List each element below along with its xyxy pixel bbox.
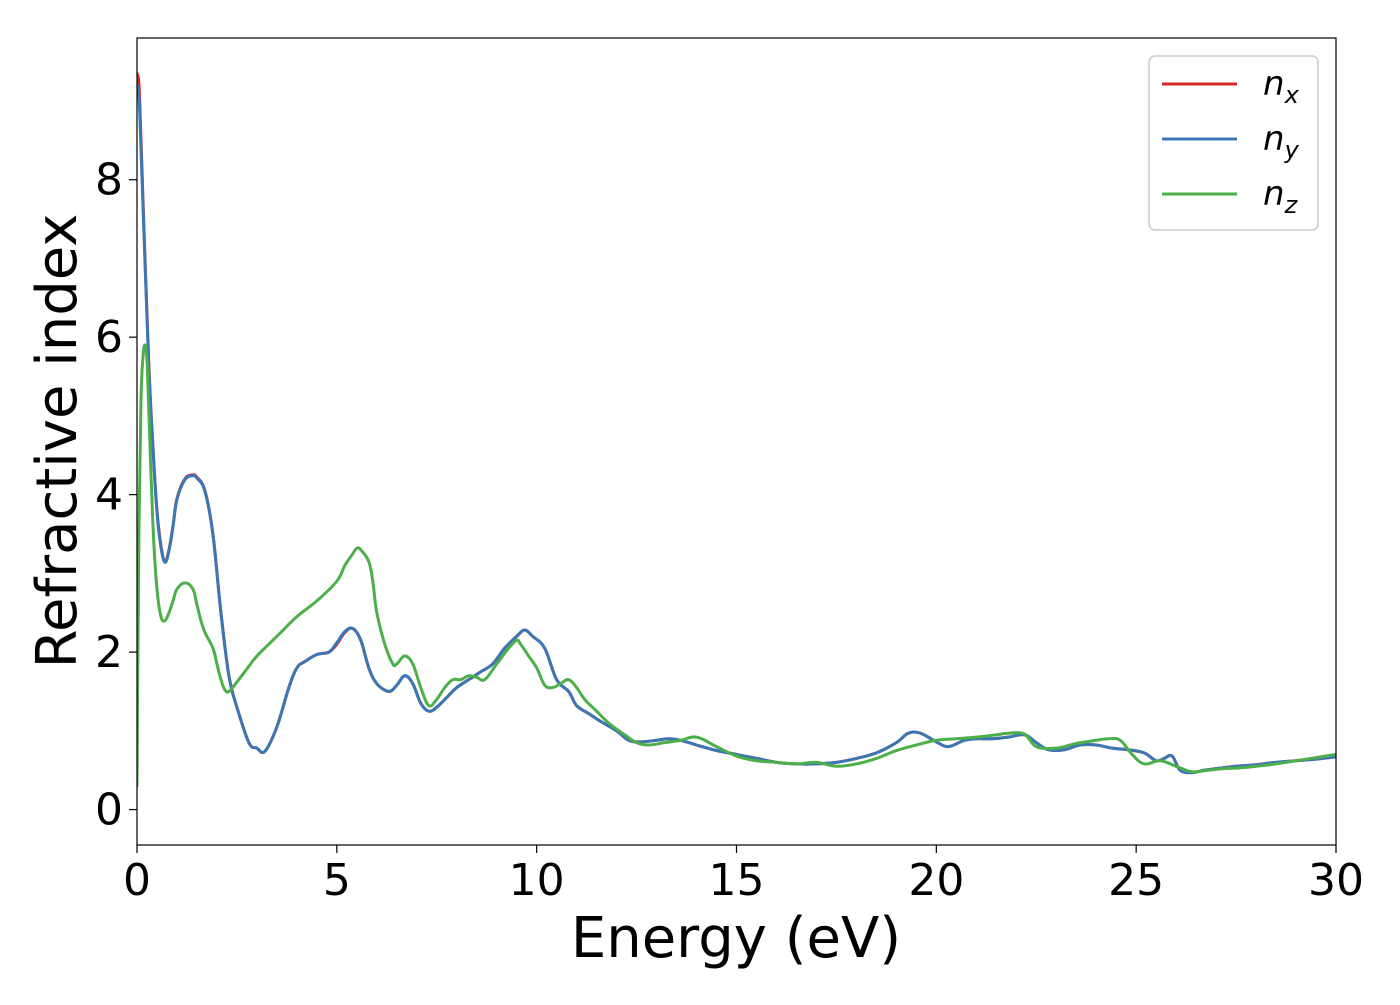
y-tick-label: 0 <box>95 785 123 836</box>
y-axis: 0 2 4 6 8 <box>95 155 137 836</box>
x-tick-label: 25 <box>1108 855 1164 906</box>
y-tick-label: 6 <box>95 312 123 363</box>
legend-label-z: nz <box>1263 174 1299 219</box>
x-axis: 0 5 10 15 20 25 30 <box>123 845 1364 906</box>
legend: nx ny nz <box>1148 55 1319 231</box>
legend-label-x: nx <box>1263 64 1300 109</box>
y-tick-label: 4 <box>95 470 123 521</box>
y-tick-label: 8 <box>95 155 123 206</box>
x-axis-title: Energy (eV) <box>571 906 901 971</box>
x-tick-label: 30 <box>1308 855 1364 906</box>
y-tick-label: 2 <box>95 627 123 678</box>
plot-area <box>137 38 1336 845</box>
x-tick-label: 0 <box>123 855 151 906</box>
x-tick-label: 10 <box>509 855 565 906</box>
x-tick-label: 15 <box>709 855 765 906</box>
x-tick-label: 5 <box>323 855 351 906</box>
legend-box <box>1148 55 1319 231</box>
y-axis-title: Refractive index <box>25 214 90 669</box>
legend-entries: nx ny nz <box>1162 64 1300 219</box>
series-line-n-y <box>137 83 1336 775</box>
series-line-n-z <box>137 343 1336 788</box>
x-tick-label: 20 <box>908 855 964 906</box>
legend-label-y: ny <box>1263 119 1300 164</box>
series-layer <box>137 71 1336 788</box>
